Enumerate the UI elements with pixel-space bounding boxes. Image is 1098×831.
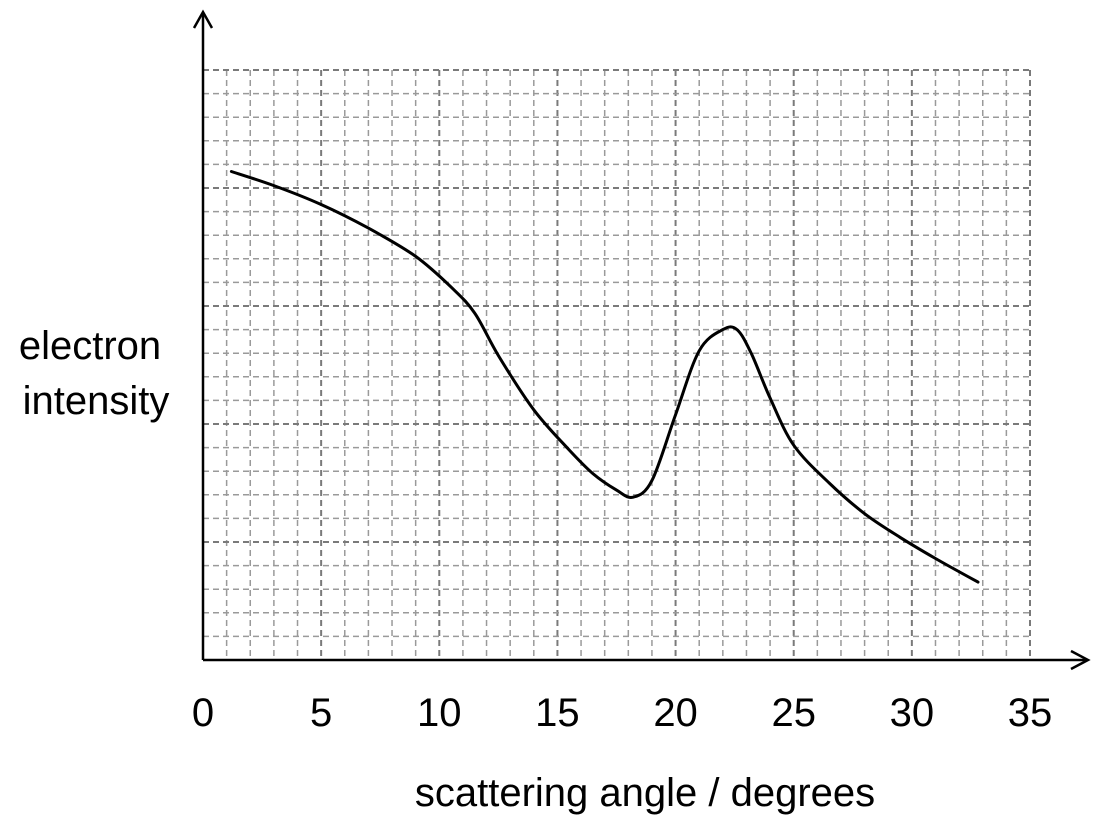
x-tick-label: 30 bbox=[890, 691, 935, 735]
plot-grid bbox=[203, 69, 1031, 660]
x-tick-label: 15 bbox=[535, 691, 580, 735]
x-tick-labels: 0 5 10 15 20 25 30 35 bbox=[192, 691, 1052, 735]
x-tick-label: 5 bbox=[310, 691, 332, 735]
x-tick-label: 35 bbox=[1008, 691, 1053, 735]
x-tick-label: 25 bbox=[771, 691, 816, 735]
axes bbox=[192, 9, 1091, 671]
x-tick-label: 0 bbox=[192, 691, 214, 735]
series-line-electron-intensity bbox=[229, 170, 980, 584]
y-axis-arrowhead bbox=[192, 9, 214, 29]
x-axis-arrowhead bbox=[1070, 649, 1091, 671]
x-tick-label: 20 bbox=[653, 691, 698, 735]
x-tick-label: 10 bbox=[417, 691, 462, 735]
y-axis-title-line-1: electron bbox=[19, 324, 161, 368]
y-axis-title-line-2: intensity bbox=[23, 379, 170, 423]
x-axis-title: scattering angle / degrees bbox=[415, 771, 875, 815]
